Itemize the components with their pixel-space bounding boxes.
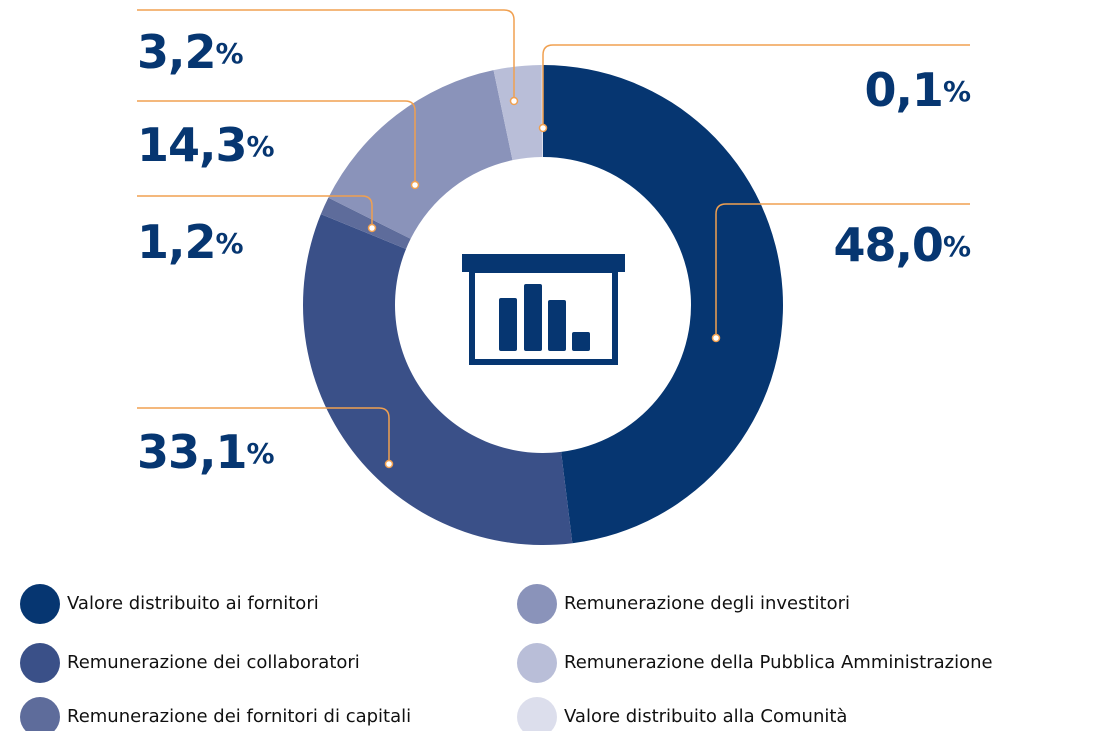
leader-dot: [711, 333, 721, 343]
leader-dot: [384, 459, 394, 469]
leader-line: [137, 9, 515, 101]
donut-segment: [302, 214, 573, 545]
donut-segment: [493, 65, 543, 161]
leader-line: [137, 100, 416, 185]
center-icon: [462, 254, 625, 365]
legend-swatch: [20, 697, 60, 731]
value-label: 14,3%: [137, 118, 275, 172]
leader-dot: [410, 180, 420, 190]
donut-segment: [320, 197, 411, 249]
leader-dot: [367, 223, 377, 233]
legend-swatch: [20, 643, 60, 683]
icon-col: [572, 332, 590, 351]
legend-swatch: [517, 643, 557, 683]
legend-label: Remunerazione dei collaboratori: [67, 652, 360, 673]
icon-col: [548, 300, 566, 351]
donut-segment: [543, 65, 784, 544]
value-label: 33,1%: [137, 425, 275, 479]
legend-label: Valore distribuito ai fornitori: [67, 593, 319, 614]
icon-col: [524, 284, 542, 351]
icon-frame: [469, 267, 618, 365]
value-label: 1,2%: [137, 215, 244, 269]
icon-col: [499, 298, 517, 351]
leader-dot: [509, 96, 519, 106]
value-label: 3,2%: [137, 25, 244, 79]
legend-swatch: [20, 584, 60, 624]
value-label: 48,0%: [833, 218, 971, 272]
legend-label: Remunerazione della Pubblica Amministraz…: [564, 652, 993, 673]
legend-label: Remunerazione degli investitori: [564, 593, 850, 614]
leader-line: [137, 195, 373, 228]
value-label: 0,1%: [864, 63, 971, 117]
donut-segment: [328, 70, 513, 239]
legend-label: Valore distribuito alla Comunità: [564, 706, 847, 727]
legend-swatch: [517, 584, 557, 624]
legend-swatch: [517, 697, 557, 731]
leader-line: [542, 44, 970, 128]
leader-line: [137, 407, 390, 464]
leader-line: [715, 203, 970, 338]
leader-dot: [538, 123, 548, 133]
legend-label: Remunerazione dei fornitori di capitali: [67, 706, 411, 727]
